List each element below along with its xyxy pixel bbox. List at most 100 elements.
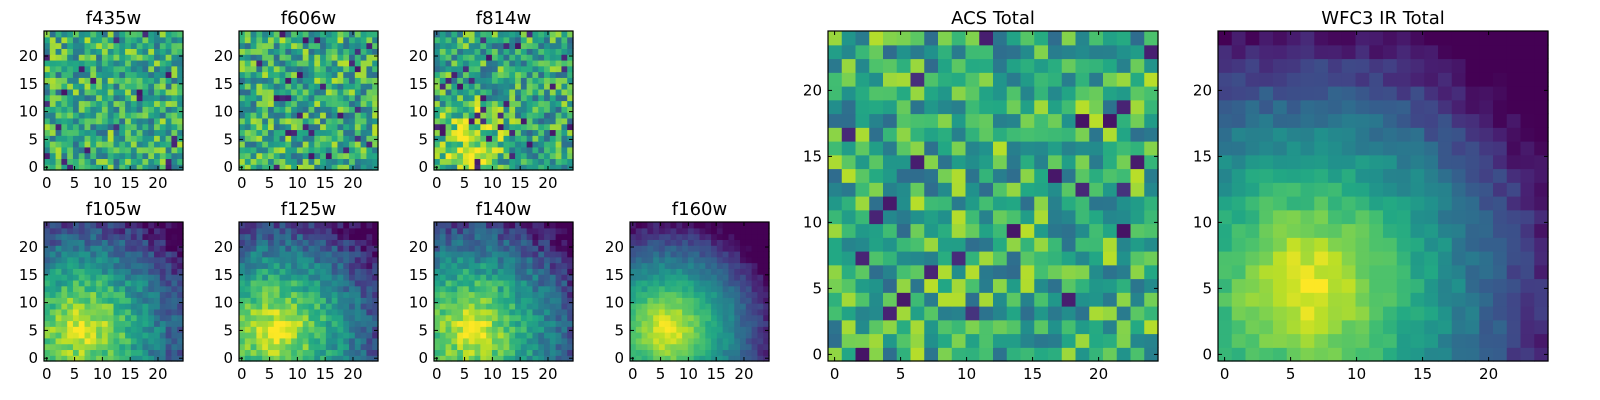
heatmap-cell <box>267 355 275 362</box>
heatmap-cell <box>451 343 458 351</box>
heatmap-cell <box>360 152 368 160</box>
x-tick-label: 0 <box>628 365 638 383</box>
heatmap-cells <box>44 31 184 171</box>
heatmap-cell <box>331 48 339 55</box>
heatmap-cell <box>1034 319 1049 335</box>
heatmap-cell <box>896 196 912 211</box>
heatmap-cell <box>965 209 980 225</box>
heatmap-cell <box>78 285 86 293</box>
heatmap-cell <box>457 320 464 327</box>
heatmap-cell <box>159 141 167 148</box>
heatmap-cell <box>468 117 476 125</box>
heatmap-cell <box>641 285 648 293</box>
heatmap-cell <box>841 209 857 225</box>
heatmap-cell <box>113 256 120 264</box>
heatmap-cell <box>869 251 884 266</box>
heatmap-cell <box>55 279 62 287</box>
heatmap-cell <box>544 245 551 252</box>
heatmap-cell <box>314 112 321 119</box>
heatmap-cell <box>474 274 481 281</box>
heatmap-cell <box>101 222 109 229</box>
heatmap-cell <box>1020 347 1035 362</box>
heatmap-cell <box>366 152 373 160</box>
heatmap-cell <box>896 182 912 197</box>
heatmap-cell <box>90 222 97 229</box>
heatmap-cell <box>177 239 184 246</box>
heatmap-cell <box>279 112 286 119</box>
heatmap-cell <box>711 291 718 298</box>
heatmap-cell <box>244 227 252 235</box>
heatmap-cell <box>343 239 350 246</box>
heatmap-cell <box>468 256 476 264</box>
heatmap-cell <box>555 279 563 287</box>
heatmap-cell <box>273 343 281 351</box>
heatmap-cell <box>273 297 281 304</box>
heatmap-cell <box>924 292 939 307</box>
heatmap-cell <box>250 129 257 136</box>
heatmap-cell <box>491 65 499 73</box>
heatmap-cell <box>320 250 327 258</box>
heatmap-cell <box>658 222 666 229</box>
heatmap-cell <box>883 333 898 348</box>
heatmap-cell <box>273 303 281 310</box>
heatmap-cell <box>159 65 167 73</box>
heatmap-cell <box>486 239 493 246</box>
heatmap-cell <box>722 320 730 327</box>
heatmap-cell <box>113 100 120 107</box>
heatmap-cell <box>491 48 499 55</box>
heatmap-cell <box>757 245 764 252</box>
heatmap-cell <box>486 326 493 333</box>
heatmap-cell <box>722 222 730 229</box>
heatmap-cell <box>101 256 109 264</box>
heatmap-cell <box>462 59 470 67</box>
heatmap-cell <box>653 222 660 229</box>
heatmap-cell <box>740 222 747 229</box>
heatmap-cell <box>349 303 356 310</box>
heatmap-cell <box>279 320 286 327</box>
heatmap-cell <box>90 308 97 316</box>
heatmap-cell <box>1116 44 1132 60</box>
heatmap-cell <box>67 112 74 119</box>
heatmap-cell <box>544 326 551 333</box>
heatmap-cell <box>515 117 522 125</box>
heatmap-cell <box>1034 306 1049 321</box>
heatmap-cell <box>366 256 373 264</box>
heatmap-cell <box>728 285 735 293</box>
heatmap-cell <box>1144 223 1159 238</box>
heatmap-cell <box>349 59 356 67</box>
heatmap-cell <box>331 100 339 107</box>
heatmap-cell <box>308 106 315 113</box>
heatmap-cell <box>951 251 967 266</box>
heatmap-cell <box>148 77 155 84</box>
heatmap-cell <box>457 141 464 148</box>
heatmap-cell <box>1116 154 1132 170</box>
heatmap-cell <box>177 54 184 61</box>
heatmap-cell <box>142 152 149 160</box>
heatmap-cell <box>107 227 115 235</box>
heatmap-cell <box>538 71 545 78</box>
heatmap-cell <box>705 233 712 240</box>
heatmap-cell <box>445 291 452 298</box>
heatmap-cell <box>49 250 57 258</box>
heatmap-cell <box>635 291 643 298</box>
heatmap-cell <box>130 227 138 235</box>
heatmap-cell <box>90 245 97 252</box>
heatmap-cell <box>497 256 505 264</box>
heatmap-cell <box>538 279 545 287</box>
heatmap-cell <box>910 347 925 362</box>
heatmap-cell <box>262 135 269 142</box>
heatmap-cell <box>486 349 493 356</box>
heatmap-cell <box>302 77 310 84</box>
heatmap-cell <box>445 227 452 235</box>
heatmap-cell <box>910 86 925 101</box>
heatmap-cell <box>308 54 315 61</box>
heatmap-cell <box>343 308 350 316</box>
heatmap-cell <box>711 343 718 351</box>
heatmap-cell <box>869 72 884 87</box>
heatmap-cell <box>491 36 499 44</box>
heatmap-cell <box>273 117 281 125</box>
heatmap-cell <box>291 233 298 240</box>
heatmap-cell <box>664 239 672 246</box>
heatmap-cell <box>462 48 470 55</box>
